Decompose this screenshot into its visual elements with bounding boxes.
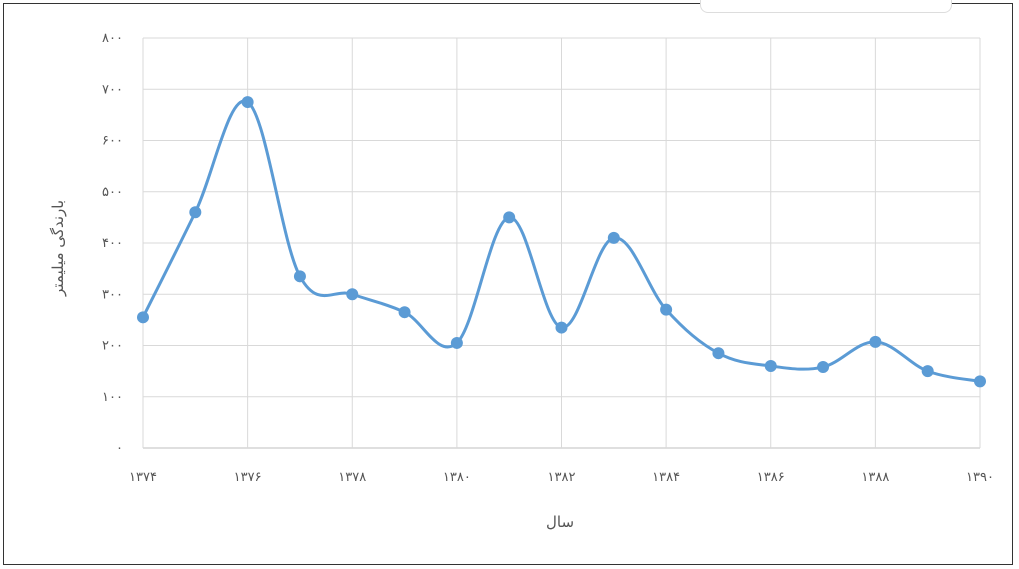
- x-tick-label: ۱۳۸۰: [443, 470, 471, 485]
- data-point: [398, 306, 411, 319]
- x-tick-label: ۱۳۸۸: [861, 470, 889, 485]
- data-point: [293, 270, 306, 283]
- data-point: [817, 361, 830, 374]
- x-tick-label: ۱۳۷۴: [129, 470, 157, 485]
- y-tick-label: ۱۰۰: [102, 390, 123, 405]
- data-point: [869, 335, 882, 348]
- series-points: [137, 96, 986, 388]
- data-point: [764, 360, 777, 372]
- x-axis-title: سال: [546, 513, 574, 531]
- y-tick-label: ۷۰۰: [102, 82, 123, 97]
- x-tick-label: ۱۳۷۶: [234, 470, 262, 485]
- gridlines: [142, 37, 981, 449]
- x-tick-label: ۱۳۸۴: [652, 470, 680, 485]
- y-tick-labels: ۰ ۱۰۰ ۲۰۰ ۳۰۰ ۴۰۰ ۵۰۰ ۶۰۰ ۷۰۰ ۸۰۰: [102, 31, 123, 456]
- y-tick-label: ۴۰۰: [102, 236, 123, 251]
- y-tick-label: ۳۰۰: [102, 287, 123, 302]
- data-point: [503, 211, 516, 224]
- x-tick-label: ۱۳۹۰: [966, 470, 994, 485]
- chart-frame: [3, 3, 1013, 565]
- data-point: [974, 375, 986, 388]
- data-point: [607, 231, 620, 244]
- y-tick-label: ۶۰۰: [102, 134, 123, 149]
- data-point: [712, 347, 725, 360]
- data-point: [555, 321, 568, 334]
- data-point: [241, 96, 254, 109]
- data-point: [450, 336, 463, 349]
- data-point: [189, 206, 202, 219]
- data-point: [660, 303, 673, 316]
- y-tick-label: ۸۰۰: [102, 31, 123, 46]
- x-tick-labels: ۱۳۷۴ ۱۳۷۶ ۱۳۷۸ ۱۳۸۰ ۱۳۸۲ ۱۳۸۴ ۱۳۸۶ ۱۳۸۸ ۱۳۹۰: [129, 470, 994, 485]
- window-edge-decoration: [700, 0, 952, 13]
- data-point: [921, 365, 934, 378]
- x-tick-label: ۱۳۸۶: [757, 470, 785, 485]
- x-tick-label: ۱۳۸۲: [548, 470, 576, 485]
- y-tick-label: ۵۰۰: [102, 185, 123, 200]
- y-axis-title: بارندگی میلیمتر: [49, 200, 67, 297]
- x-tick-label: ۱۳۷۸: [338, 470, 366, 485]
- data-point: [137, 311, 149, 324]
- data-point: [346, 288, 359, 301]
- y-tick-label: ۲۰۰: [102, 339, 123, 354]
- y-tick-label: ۰: [116, 441, 123, 456]
